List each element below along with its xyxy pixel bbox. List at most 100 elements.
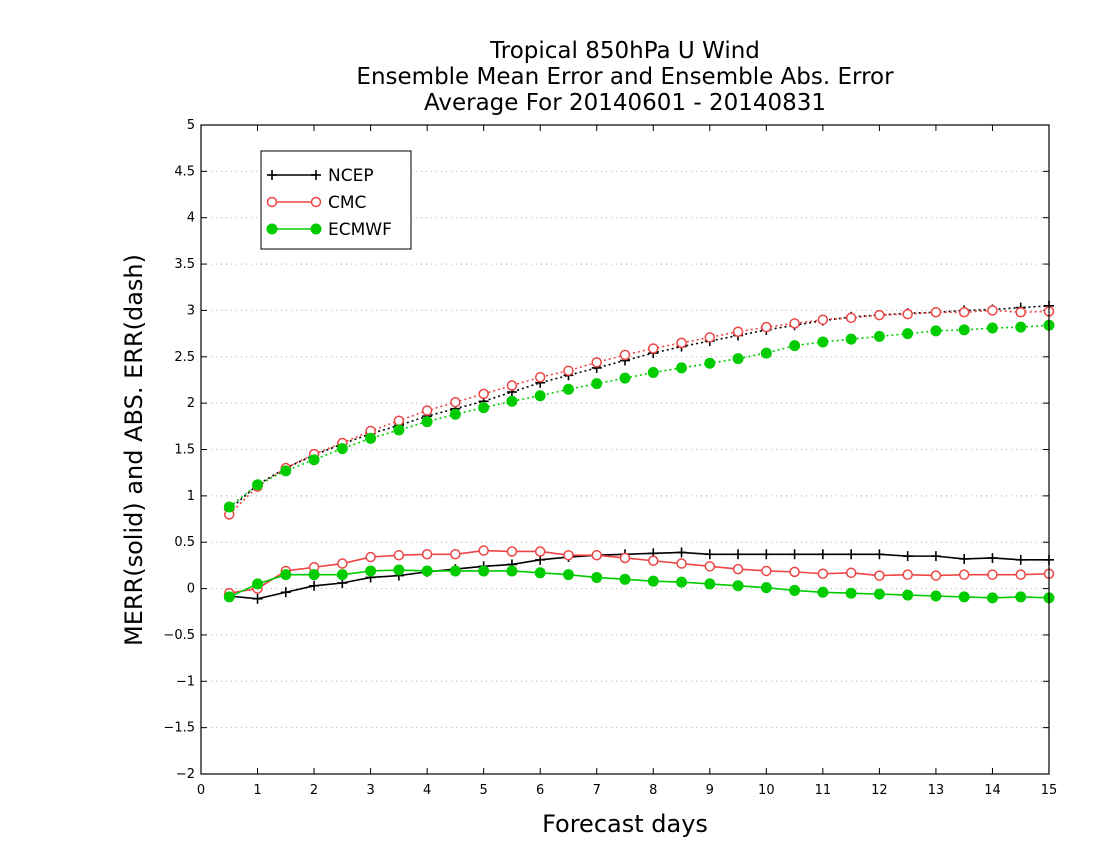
point-cmc-merr [337, 558, 348, 569]
point-ecmwf-merr [986, 592, 998, 604]
point-ecmwf-abs-err [252, 479, 264, 491]
point-cmc-abs-err [591, 357, 602, 368]
point-cmc-abs-err [1015, 307, 1026, 318]
point-ncep-merr [987, 552, 998, 563]
point-cmc-merr [874, 570, 885, 581]
point-ecmwf-merr [619, 573, 631, 585]
point-cmc-abs-err [845, 312, 857, 324]
point-cmc-merr [450, 549, 461, 560]
legend-item-ecmwf: ECMWF [266, 220, 392, 240]
point-ncep-merr [761, 549, 772, 560]
legend-marker-ecmwf [310, 223, 322, 235]
point-ecmwf-merr [591, 571, 603, 583]
point-cmc-abs-err [987, 305, 998, 316]
point-ecmwf-abs-err [365, 432, 377, 444]
point-cmc-abs-err [393, 415, 405, 427]
point-ecmwf-abs-err [873, 330, 885, 342]
series-lines [223, 300, 1055, 604]
x-tick-label: 11 [815, 783, 832, 798]
point-cmc-abs-err [732, 326, 744, 338]
point-cmc-abs-err [789, 318, 800, 329]
point-ncep-merr [280, 587, 291, 598]
legend-marker-ecmwf [266, 223, 278, 235]
point-ecmwf-merr [252, 578, 264, 590]
point-ecmwf-abs-err [449, 408, 461, 420]
point-cmc-abs-err [704, 332, 716, 343]
point-cmc-merr [421, 549, 433, 560]
point-ecmwf-abs-err [478, 402, 490, 414]
x-tick-label: 6 [536, 783, 544, 798]
point-cmc-merr [789, 566, 800, 578]
point-ecmwf-merr [506, 565, 518, 577]
point-ecmwf-abs-err [845, 333, 857, 345]
point-cmc-abs-err [421, 405, 433, 416]
point-ecmwf-merr [845, 587, 857, 599]
y-tick-label: 2.5 [174, 350, 195, 365]
y-tick-label: 2 [187, 396, 195, 411]
point-ecmwf-merr [365, 565, 377, 577]
point-ecmwf-abs-err [421, 416, 433, 428]
point-ecmwf-merr [760, 582, 772, 594]
point-cmc-merr [676, 558, 687, 569]
point-ecmwf-abs-err [986, 322, 998, 334]
point-cmc-merr [845, 567, 857, 579]
legend-marker-ncep [311, 170, 321, 180]
y-tick-label: 1.5 [174, 443, 195, 458]
point-ncep-merr [930, 551, 941, 562]
point-ecmwf-merr [676, 576, 688, 588]
point-ecmwf-merr [647, 575, 659, 587]
series-line-cmc-abs-err [228, 309, 1050, 515]
point-ncep-merr [252, 593, 263, 604]
point-cmc-abs-err [930, 307, 942, 318]
point-ncep-merr [959, 553, 970, 564]
point-cmc-abs-err [619, 349, 631, 361]
point-ecmwf-merr [562, 569, 574, 581]
y-tick-label: 0 [187, 582, 195, 597]
point-ncep-merr [902, 551, 913, 562]
point-ncep-merr [789, 549, 800, 560]
plot-area-frame [200, 124, 1050, 775]
point-ecmwf-abs-err [393, 424, 405, 436]
legend-item-ncep: NCEP [267, 166, 374, 186]
point-ecmwf-merr [534, 567, 546, 579]
legend-label-ncep: NCEP [328, 166, 374, 186]
legend-label-cmc: CMC [328, 193, 366, 213]
point-ecmwf-abs-err [1015, 321, 1027, 333]
series-ncep [224, 300, 1054, 604]
legend: NCEP CMC ECMWF [260, 150, 412, 250]
point-ncep-merr [874, 549, 885, 560]
x-tick-label: 12 [871, 783, 888, 798]
x-tick-label: 7 [593, 783, 601, 798]
point-cmc-merr [732, 563, 744, 575]
x-tick-label: 15 [1041, 783, 1058, 798]
point-ecmwf-abs-err [534, 390, 546, 402]
point-ecmwf-merr [789, 584, 801, 596]
legend-label-ecmwf: ECMWF [328, 220, 392, 240]
point-ecmwf-merr [393, 564, 405, 576]
point-ecmwf-abs-err [902, 328, 914, 340]
point-cmc-merr [761, 565, 772, 577]
axis-ticks: −2−1.5−1−0.500.511.522.533.544.550 1 2 3 4 5 6… [163, 118, 1057, 798]
point-ecmwf-merr [902, 589, 914, 601]
y-tick-label: −1.5 [163, 721, 195, 736]
x-tick-label: 14 [984, 783, 1001, 798]
point-cmc-merr [987, 569, 998, 580]
point-ecmwf-merr [478, 565, 490, 577]
point-ecmwf-merr [930, 590, 942, 602]
series-line-ecmwf-abs-err [228, 324, 1050, 508]
point-ecmwf-abs-err [591, 378, 603, 390]
point-ecmwf-abs-err [704, 357, 716, 369]
y-tick-label: −0.5 [163, 628, 195, 643]
x-tick-label: 0 [197, 783, 205, 798]
point-cmc-merr [591, 549, 602, 561]
point-ecmwf-merr [223, 591, 235, 603]
title-line-2: Ensemble Mean Error and Ensemble Abs. Er… [356, 64, 894, 90]
x-tick-label: 8 [649, 783, 657, 798]
series-line-ncep-abs-err [228, 304, 1050, 511]
point-cmc-abs-err [506, 380, 518, 391]
point-ecmwf-merr [958, 591, 970, 603]
point-ecmwf-merr [449, 565, 461, 577]
point-cmc-abs-err [902, 308, 913, 320]
title-line-3: Average For 20140601 - 20140831 [424, 90, 826, 116]
y-tick-label: 5 [187, 118, 195, 133]
